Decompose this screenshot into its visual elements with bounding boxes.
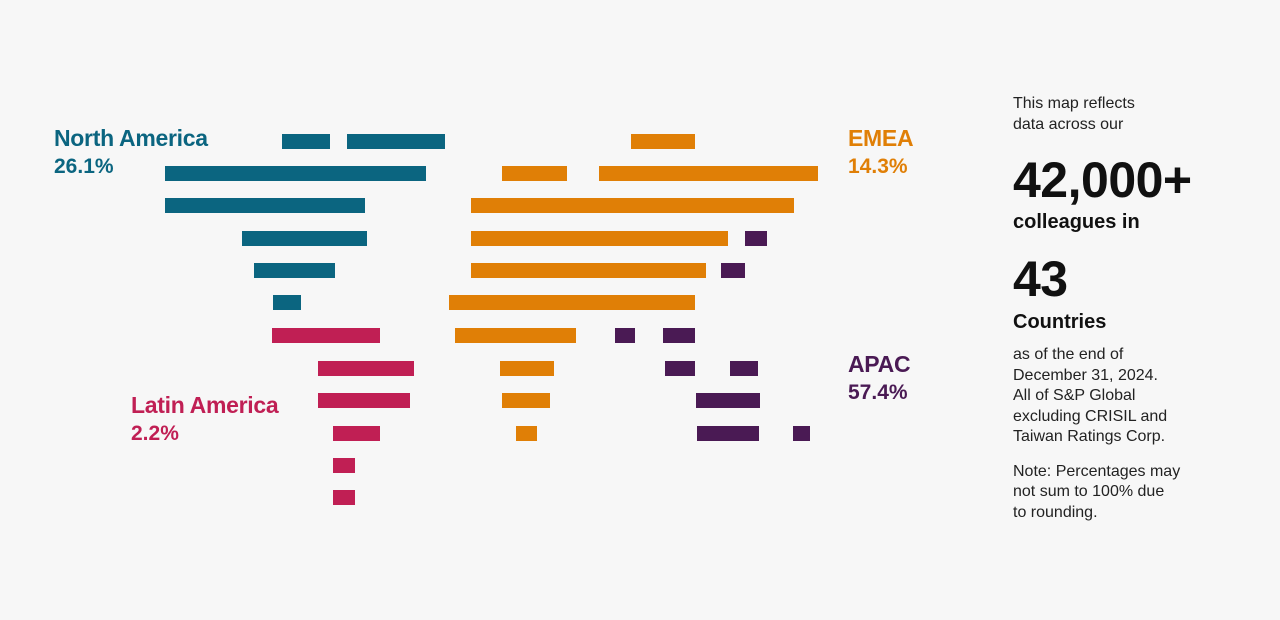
- map-bar-emea: [502, 393, 550, 408]
- region-label-north-america: North America 26.1%: [54, 124, 208, 181]
- map-bar-apac: [721, 263, 745, 278]
- region-label-emea: EMEA 14.3%: [848, 124, 914, 181]
- stats-panel: This map reflects data across our 42,000…: [1013, 94, 1263, 523]
- region-name: EMEA: [848, 125, 914, 151]
- region-name: Latin America: [131, 392, 279, 418]
- intro-line: data across our: [1013, 115, 1124, 133]
- map-bar-latin-america: [333, 426, 380, 441]
- note-line: not sum to 100% due: [1013, 483, 1165, 500]
- map-bar-emea: [449, 295, 695, 310]
- map-bar-emea: [471, 231, 728, 246]
- map-bar-emea: [631, 134, 695, 149]
- region-percentage: 26.1%: [54, 155, 114, 178]
- map-bar-emea: [500, 361, 554, 376]
- map-bar-latin-america: [333, 490, 355, 505]
- as-of-line: excluding CRISIL and: [1013, 407, 1168, 425]
- map-bar-latin-america: [272, 328, 380, 343]
- map-bar-apac: [793, 426, 810, 441]
- map-bar-north-america: [347, 134, 445, 149]
- region-label-apac: APAC 57.4%: [848, 350, 911, 407]
- region-name: APAC: [848, 351, 911, 377]
- as-of-line: December 31, 2024.: [1013, 366, 1158, 384]
- as-of-text: as of the end of December 31, 2024. All …: [1013, 345, 1263, 448]
- map-bar-latin-america: [318, 393, 410, 408]
- as-of-line: Taiwan Ratings Corp.: [1013, 428, 1166, 445]
- note-line: Note: Percentages may: [1013, 462, 1181, 480]
- rounding-note: Note: Percentages may not sum to 100% du…: [1013, 462, 1263, 524]
- region-label-latin-america: Latin America 2.2%: [131, 391, 279, 448]
- map-bar-north-america: [273, 295, 301, 310]
- map-bar-latin-america: [318, 361, 414, 376]
- map-bar-apac: [615, 328, 635, 343]
- map-bar-apac: [730, 361, 758, 376]
- map-bar-emea: [471, 198, 794, 213]
- intro-line: This map reflects: [1013, 95, 1135, 112]
- map-bar-emea: [502, 166, 567, 181]
- note-line: to rounding.: [1013, 503, 1098, 521]
- world-map: [165, 134, 818, 505]
- colleagues-count: 42,000+: [1013, 152, 1192, 208]
- map-bar-emea: [455, 328, 576, 343]
- map-bar-apac: [697, 426, 759, 441]
- map-bar-north-america: [165, 166, 426, 181]
- map-bar-emea: [599, 166, 818, 181]
- intro-text: This map reflects data across our: [1013, 94, 1263, 135]
- map-bar-north-america: [165, 198, 365, 213]
- map-bar-north-america: [242, 231, 367, 246]
- countries-count: 43: [1013, 251, 1068, 307]
- as-of-line: All of S&P Global: [1013, 387, 1136, 404]
- map-bar-apac: [696, 393, 760, 408]
- map-bar-latin-america: [333, 458, 355, 473]
- map-bar-emea: [471, 263, 706, 278]
- map-bar-apac: [665, 361, 695, 376]
- countries-label: Countries: [1013, 311, 1107, 333]
- colleagues-label: colleagues in: [1013, 211, 1140, 233]
- map-bar-emea: [516, 426, 537, 441]
- region-name: North America: [54, 125, 208, 151]
- region-percentage: 57.4%: [848, 381, 908, 404]
- map-bar-north-america: [282, 134, 330, 149]
- map-bar-apac: [663, 328, 695, 343]
- as-of-line: as of the end of: [1013, 346, 1124, 363]
- map-bar-apac: [745, 231, 767, 246]
- map-bar-north-america: [254, 263, 335, 278]
- region-percentage: 14.3%: [848, 155, 908, 178]
- region-percentage: 2.2%: [131, 422, 179, 445]
